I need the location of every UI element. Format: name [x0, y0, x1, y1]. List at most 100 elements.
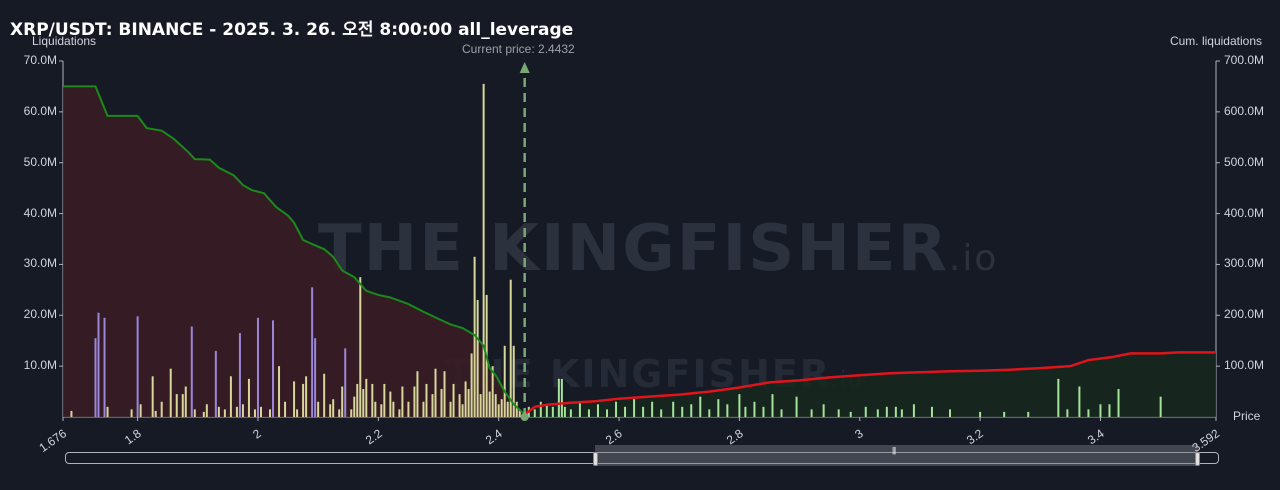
liquidation-bar: [401, 386, 404, 417]
liquidation-bar: [506, 401, 509, 417]
liquidation-bar: [488, 391, 491, 417]
liquidation-bar: [762, 406, 765, 417]
liquidation-bar: [560, 378, 563, 417]
liquidation-bar: [380, 404, 383, 417]
liquidation-bar: [690, 404, 693, 417]
liquidation-bar: [545, 404, 548, 417]
liquidation-bar: [470, 353, 473, 417]
range-scrollbar-thumb[interactable]: [595, 445, 1198, 466]
liquidation-bar: [473, 256, 476, 417]
liquidation-bar: [94, 338, 97, 417]
liquidation-bar: [217, 406, 220, 417]
liquidation-bar: [311, 287, 314, 417]
liquidation-bar: [726, 404, 729, 417]
liquidation-bar: [356, 383, 359, 417]
liquidation-bar: [885, 406, 888, 417]
x-axis-title: Price: [1233, 409, 1261, 423]
liquidation-bar: [563, 406, 566, 417]
liquidation-bar: [398, 409, 401, 417]
liquidation-bar: [359, 277, 362, 417]
y2-tick-label: 700.0M: [1224, 53, 1265, 67]
liquidation-bar: [458, 394, 461, 417]
liquidation-bar: [302, 383, 305, 417]
range-handle-right[interactable]: [1195, 452, 1200, 466]
liquidation-bar: [184, 386, 187, 417]
liquidation-bar: [374, 401, 377, 417]
liquidation-bar: [615, 401, 618, 417]
liquidation-bar: [569, 409, 572, 417]
liquidation-bar: [1003, 411, 1006, 417]
liquidation-bar: [1066, 409, 1069, 417]
liquidation-bar: [699, 396, 702, 417]
liquidation-bar: [557, 378, 560, 417]
liquidation-bar: [894, 406, 897, 417]
liquidation-bar: [269, 409, 272, 417]
liquidation-bar: [509, 279, 512, 417]
liquidation-bar: [551, 406, 554, 417]
liquidation-bar: [383, 383, 386, 417]
liquidation-bar: [503, 345, 506, 417]
liquidation-bar: [97, 312, 100, 417]
liquidation-bar: [449, 401, 452, 417]
liquidation-bar: [479, 394, 482, 417]
liquidation-bar: [416, 371, 419, 417]
y2-tick-label: 300.0M: [1224, 256, 1265, 271]
y-tick-label: 50.0M: [23, 154, 57, 169]
liquidation-bar: [642, 406, 645, 417]
liquidation-bar: [660, 409, 663, 417]
liquidation-bar: [1159, 396, 1162, 417]
liquidation-bar: [497, 404, 500, 417]
liquidation-bar: [296, 409, 299, 417]
liquidation-bar: [169, 368, 172, 417]
liquidation-bar: [539, 401, 542, 417]
liquidation-bar: [341, 386, 344, 417]
liquidation-bar: [392, 401, 395, 417]
liquidation-bar: [332, 399, 335, 417]
liquidation-bar: [1099, 404, 1102, 417]
liquidation-bar: [350, 409, 353, 417]
y-tick-label: 10.0M: [23, 358, 57, 373]
y-tick-label: 70.0M: [23, 53, 57, 67]
liquidation-bar: [651, 401, 654, 417]
liquidation-bar: [238, 333, 241, 417]
liquidation-bar: [606, 409, 609, 417]
liquidation-bar: [518, 409, 521, 417]
liquidation-bar: [672, 401, 675, 417]
liquidation-bar: [864, 406, 867, 417]
y-tick-label: 20.0M: [23, 307, 57, 322]
liquidation-bar: [795, 396, 798, 417]
y2-tick-label: 500.0M: [1224, 154, 1265, 169]
range-scrollbar-track[interactable]: [65, 452, 1219, 464]
liquidation-bar: [413, 386, 416, 417]
liquidation-bar: [822, 404, 825, 417]
liquidation-bar: [753, 401, 756, 417]
liquidation-bar: [103, 317, 106, 417]
liquidation-bar: [1087, 409, 1090, 417]
liquidation-bar: [362, 389, 365, 417]
liquidation-bar: [293, 381, 296, 417]
liquidation-bar: [912, 404, 915, 417]
liquidation-bar: [624, 406, 627, 417]
liquidation-bar: [482, 83, 485, 417]
scrollbar-grip-icon[interactable]: |||: [892, 446, 896, 455]
liquidation-bar: [329, 404, 332, 417]
liquidation-bar: [515, 401, 518, 417]
liquidation-bar: [284, 401, 287, 417]
liquidation-bar: [533, 409, 536, 417]
long-cum-area: [63, 86, 525, 417]
liquidation-bar: [190, 326, 193, 417]
liquidation-bar: [139, 404, 142, 417]
liquidation-bar: [407, 401, 410, 417]
right-axis-title: Cum. liquidations: [1169, 34, 1262, 48]
liquidation-bar: [494, 394, 497, 417]
y-tick-label: 30.0M: [23, 256, 57, 271]
liquidation-bar: [771, 394, 774, 417]
liquidation-bar: [344, 348, 347, 417]
liquidation-bar: [193, 409, 196, 417]
left-axis-title: Liquidations: [32, 34, 97, 48]
liquidation-bar: [259, 406, 262, 417]
short-cum-line: [523, 351, 1216, 416]
range-handle-left[interactable]: [593, 452, 598, 466]
liquidation-bar: [253, 409, 256, 417]
liquidation-bar: [717, 399, 720, 417]
